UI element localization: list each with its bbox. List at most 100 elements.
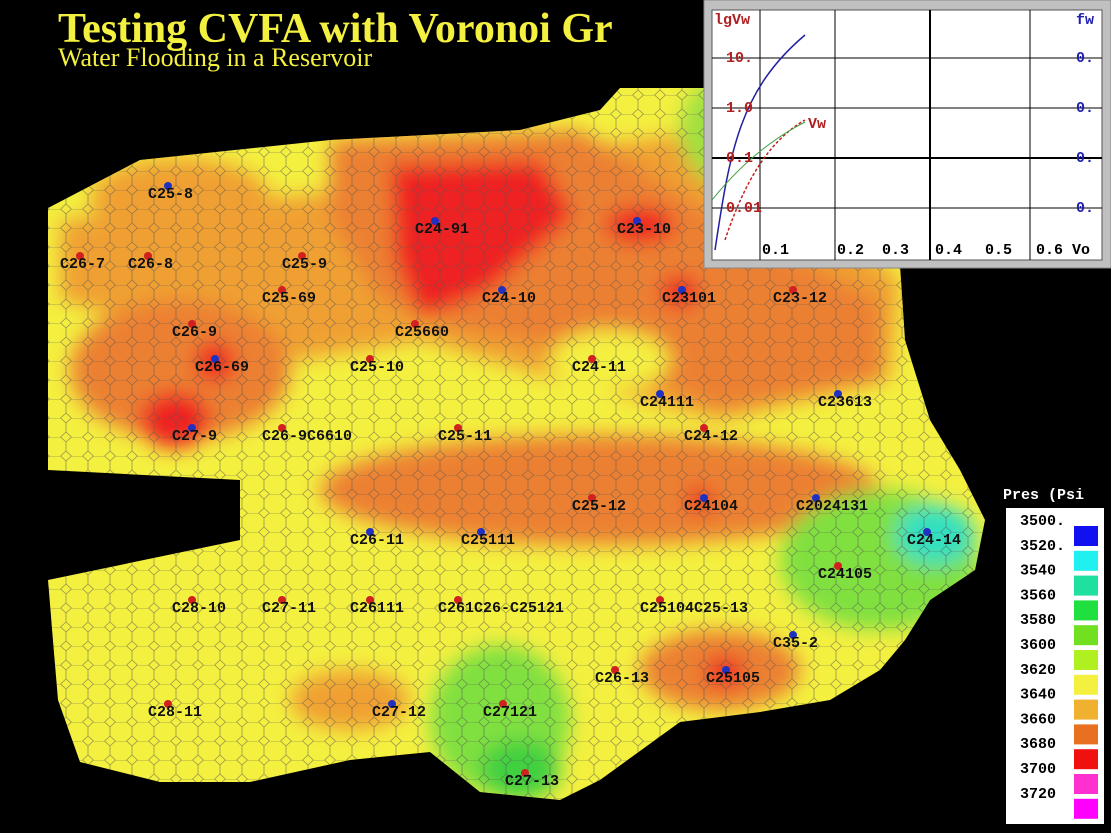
well-label: C26-69 — [195, 359, 249, 376]
well-label: C26-13 — [595, 670, 649, 687]
well-marker — [454, 596, 462, 604]
y-axis-label: lgVw — [714, 12, 750, 29]
well-marker — [411, 320, 419, 328]
well-marker — [454, 424, 462, 432]
well-label: C27-9 — [172, 428, 217, 445]
legend-swatch — [1074, 699, 1098, 720]
well-label: C24-91 — [415, 221, 469, 238]
legend-swatch — [1074, 749, 1098, 770]
well-marker — [188, 320, 196, 328]
legend-label: 3560 — [1020, 587, 1056, 604]
x-tick-label: 0.4 — [935, 242, 962, 259]
legend-label: 3620 — [1020, 662, 1056, 679]
legend-swatch — [1074, 600, 1098, 621]
legend-swatch — [1074, 550, 1098, 571]
legend-swatch — [1074, 650, 1098, 670]
x-tick-label: 0.1 — [762, 242, 789, 259]
well-marker — [477, 528, 485, 536]
well-label: C25-9 — [282, 256, 327, 273]
well-label: C261C26-C25121 — [438, 600, 564, 617]
wells: C25-8 C24-91 C23-10 C26-7 C26-8 C25-9 C25-69 C2… — [60, 182, 961, 790]
well-marker — [388, 700, 396, 708]
well-label: C26-11 — [350, 532, 404, 549]
well-marker — [498, 286, 506, 294]
legend-label: 3660 — [1020, 711, 1056, 728]
well-label: C28-11 — [148, 704, 202, 721]
y2-tick-label: 0. — [1076, 100, 1094, 117]
legend-swatch — [1074, 575, 1098, 596]
well-marker — [278, 424, 286, 432]
well-marker — [188, 424, 196, 432]
well-marker — [656, 596, 664, 604]
well-marker — [298, 252, 306, 260]
well-marker — [366, 355, 374, 363]
well-label: C25660 — [395, 324, 449, 341]
legend-swatch — [1074, 774, 1098, 794]
inset-window — [703, 0, 1111, 269]
well-marker — [521, 769, 529, 777]
well-label: C26-9 — [172, 324, 217, 341]
legend-swatch — [1074, 724, 1098, 745]
well-marker — [611, 666, 619, 674]
well-marker — [700, 424, 708, 432]
x-tick-label: 0.5 — [985, 242, 1012, 259]
well-marker — [588, 355, 596, 363]
y-tick-label: 1.0 — [726, 100, 753, 117]
well-marker — [278, 596, 286, 604]
well-label: C27121 — [483, 704, 537, 721]
well-marker — [656, 390, 664, 398]
well-label: C23613 — [818, 394, 872, 411]
y2-tick-label: 0. — [1076, 200, 1094, 217]
legend-swatch — [1074, 526, 1098, 546]
legend-swatch — [1074, 625, 1098, 646]
y2-tick-label: 0. — [1076, 150, 1094, 167]
well-label: C26-7 — [60, 256, 105, 273]
x-tick-label: 0.2 — [837, 242, 864, 259]
y2-axis-label: fw — [1076, 12, 1094, 29]
well-marker — [812, 494, 820, 502]
well-label: C25-10 — [350, 359, 404, 376]
legend-label: 3700 — [1020, 761, 1056, 778]
legend-swatch — [1074, 674, 1098, 695]
legend-label: 3600 — [1020, 637, 1056, 654]
x-tick-label: 0.6 — [1036, 242, 1063, 259]
well-marker — [164, 182, 172, 190]
well-marker — [700, 494, 708, 502]
curve-label: Vw — [808, 116, 826, 133]
well-label: C26-8 — [128, 256, 173, 273]
well-marker — [834, 390, 842, 398]
legend-title: Pres (Psi — [1003, 487, 1084, 504]
title: Testing CVFA with Voronoi Gr — [58, 6, 613, 52]
well-marker — [789, 631, 797, 639]
legend-label: 3640 — [1020, 687, 1056, 704]
y-tick-label: 10. — [726, 50, 753, 67]
well-label: C24105 — [818, 566, 872, 583]
legend-label: 3500. — [1020, 513, 1065, 530]
well-marker — [278, 286, 286, 294]
well-label: C27-11 — [262, 600, 316, 617]
inset-labels: lgVw fw 10. 0. 1.0 0. 0.1 0. 0.01 0. 0.1 0.2 0.3 0.4 0… — [714, 12, 1094, 259]
well-label: C2024131 — [796, 498, 868, 515]
well-label: C25104C25-13 — [640, 600, 748, 617]
well-label: C25105 — [706, 670, 760, 687]
well-label: C24-10 — [482, 290, 536, 307]
legend-label: 3580 — [1020, 612, 1056, 629]
well-marker — [144, 252, 152, 260]
well-marker — [722, 666, 730, 674]
well-marker — [211, 355, 219, 363]
y-tick-label: 0.1 — [726, 150, 753, 167]
well-label: C25-11 — [438, 428, 492, 445]
well-marker — [923, 528, 931, 536]
well-label: C23101 — [662, 290, 716, 307]
y-tick-label: 0.01 — [726, 200, 762, 217]
well-label: C27-12 — [372, 704, 426, 721]
well-marker — [188, 596, 196, 604]
y2-tick-label: 0. — [1076, 50, 1094, 67]
well-marker — [633, 217, 641, 225]
well-marker — [366, 528, 374, 536]
well-label: C28-10 — [172, 600, 226, 617]
well-marker — [789, 286, 797, 294]
legend-entries: 3500. 3520. 3540 3560 3580 3600 3620 3640 3660 36… — [1020, 513, 1098, 819]
well-marker — [76, 252, 84, 260]
